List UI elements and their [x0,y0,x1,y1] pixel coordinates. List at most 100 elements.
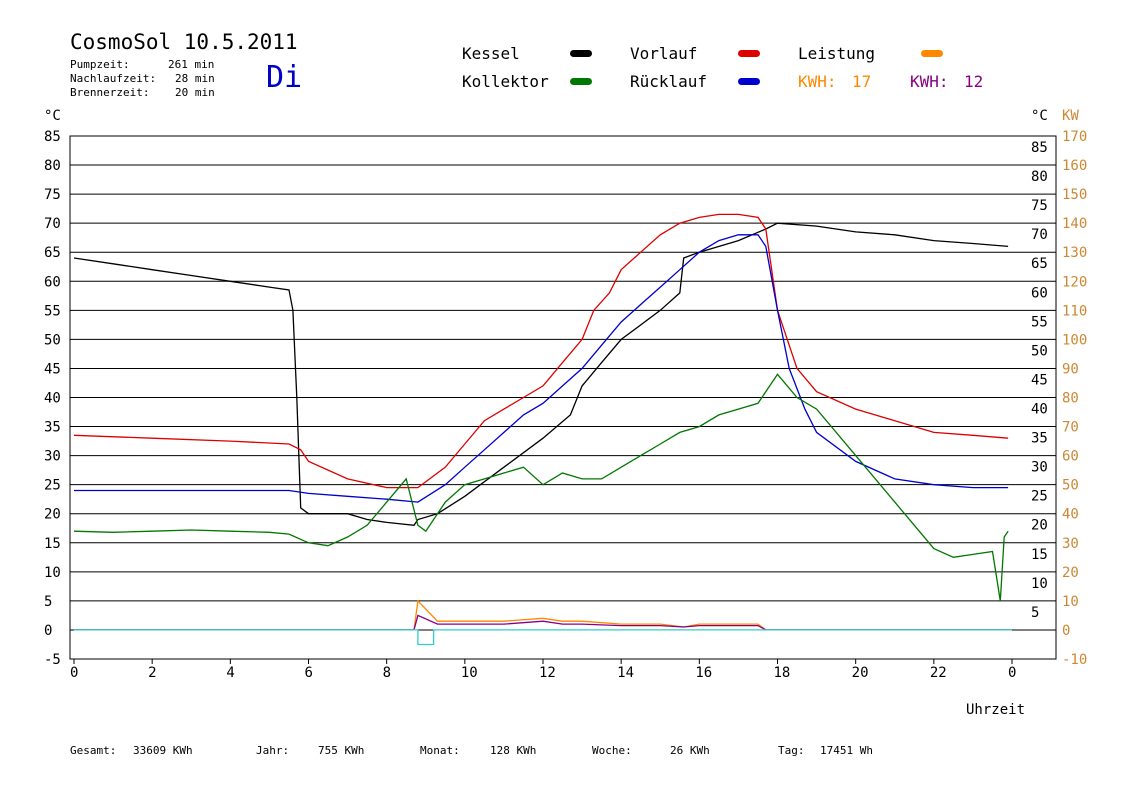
x-tick-label: 0 [1008,665,1016,681]
x-tick-label: 4 [226,665,234,681]
footer-gesamt-label: Gesamt: [70,744,117,757]
footer-tag-value: 17451 Wh [820,744,873,757]
y-tick-left: 5 [44,594,52,610]
y-axis-label-left: °C [44,108,61,124]
pumpzeit-label: Pumpzeit: [70,58,130,71]
y-tick-right: 75 [1031,198,1048,214]
footer-monat-label: Monat: [420,744,460,757]
kwh-purple-value: 12 [964,72,984,91]
footer-jahr-value: 755 KWh [318,744,365,757]
y-tick-kw: 30 [1062,536,1079,552]
x-tick-label: 8 [383,665,391,681]
y-tick-left: 65 [44,245,61,261]
legend-vorlauf-label: Vorlauf [630,44,698,63]
footer-tag-label: Tag: [778,744,805,757]
weekday-label: Di [266,60,303,95]
y-tick-right: 65 [1031,256,1048,272]
y-tick-kw: 10 [1062,594,1079,610]
y-tick-kw: 60 [1062,449,1079,465]
footer-gesamt-value: 33609 KWh [133,744,193,757]
legend-kollektor-label: Kollektor [462,72,549,91]
y-tick-right: 45 [1031,372,1048,388]
y-tick-left: 75 [44,187,61,203]
legend-leistung-label: Leistung [798,44,876,63]
y-tick-left: 45 [44,361,61,377]
y-tick-kw: 50 [1062,478,1079,494]
series-line-6 [74,629,1012,646]
x-tick-label: 22 [930,665,947,681]
y-axis-label-right: °C [1031,108,1048,124]
kwh-orange-label: KWH: [798,72,837,91]
y-tick-left: 30 [44,449,61,465]
series-line-0 [73,222,1009,526]
y-tick-kw: 40 [1062,507,1079,523]
y-tick-left: 40 [44,391,61,407]
x-tick-label: 6 [305,665,313,681]
y-tick-kw: 160 [1062,158,1087,174]
x-tick-label: 16 [695,665,712,681]
y-tick-left: -5 [44,652,61,668]
y-tick-left: 70 [44,216,61,232]
nachlaufzeit-value: 28 min [175,72,215,85]
brennerzeit-label: Brennerzeit: [70,86,150,99]
y-tick-kw: 100 [1062,332,1087,348]
y-tick-right: 50 [1031,343,1048,359]
y-tick-right: 85 [1031,140,1048,156]
y-tick-kw: 150 [1062,187,1087,203]
y-tick-kw: 70 [1062,420,1079,436]
legend-kollektor-swatch [570,78,592,85]
footer-woche-label: Woche: [592,744,632,757]
x-tick-label: 0 [70,665,78,681]
series-line-3 [73,373,1009,602]
brennerzeit-value: 20 min [175,86,215,99]
nachlaufzeit-label: Nachlaufzeit: [70,72,157,85]
y-tick-right: 70 [1031,227,1048,243]
series-line-2 [74,234,1009,503]
y-tick-left: 35 [44,420,61,436]
x-tick-label: 20 [852,665,869,681]
pumpzeit-value: 261 min [168,58,215,71]
y-tick-right: 40 [1031,402,1048,418]
y-tick-right: 80 [1031,169,1048,185]
y-tick-left: 80 [44,158,61,174]
y-tick-kw: 90 [1062,361,1079,377]
kwh-orange-value: 17 [852,72,872,91]
legend-ruecklauf-swatch [738,78,760,85]
y-tick-left: 50 [44,332,61,348]
y-axis-label-kw: KW [1062,108,1079,124]
series-line-4 [74,599,1012,631]
series-line-5 [74,614,1012,631]
x-tick-label: 12 [539,665,556,681]
y-tick-kw: 170 [1062,129,1087,145]
y-tick-kw: 20 [1062,565,1079,581]
footer-monat-value: 128 KWh [490,744,537,757]
x-tick-label: 2 [148,665,156,681]
y-tick-left: 55 [44,303,61,319]
y-tick-left: 85 [44,129,61,145]
y-tick-left: 15 [44,536,61,552]
x-tick-label: 10 [461,665,478,681]
y-tick-right: 60 [1031,285,1048,301]
y-tick-right: 55 [1031,314,1048,330]
legend-leistung-swatch [921,50,943,57]
y-tick-right: 30 [1031,460,1048,476]
y-tick-right: 25 [1031,489,1048,505]
y-tick-right: 20 [1031,518,1048,534]
y-tick-left: 20 [44,507,61,523]
y-tick-left: 60 [44,274,61,290]
x-axis-label: Uhrzeit [966,702,1025,718]
x-tick-label: 14 [617,665,634,681]
y-tick-kw: 130 [1062,245,1087,261]
legend-kessel-swatch [570,50,592,57]
y-tick-right: 5 [1031,605,1039,621]
legend-ruecklauf-label: Rücklauf [630,72,708,91]
y-tick-kw: 140 [1062,216,1087,232]
legend-kessel-label: Kessel [462,44,520,63]
y-tick-kw: 120 [1062,274,1087,290]
kwh-purple-label: KWH: [910,72,949,91]
footer-woche-value: 26 KWh [670,744,710,757]
chart-title: CosmoSol 10.5.2011 [70,30,298,54]
legend-vorlauf-swatch [738,50,760,57]
y-tick-kw: 110 [1062,303,1087,319]
y-tick-kw: 0 [1062,623,1070,639]
